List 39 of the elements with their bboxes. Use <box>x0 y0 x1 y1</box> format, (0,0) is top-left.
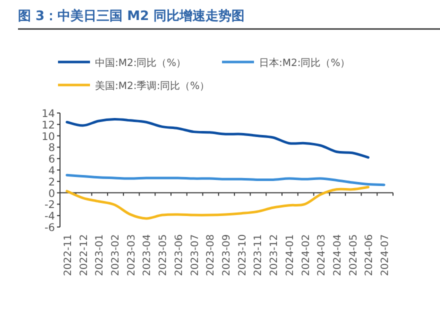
x-tick-label: 2023-05 <box>158 234 170 276</box>
x-tick-label: 2024-05 <box>348 234 360 276</box>
x-tick-label: 2024-01 <box>284 234 296 276</box>
y-tick-label: -6 <box>44 222 56 234</box>
x-tick-label: 2023-07 <box>190 234 201 276</box>
legend-label: 中国:M2:同比（%） <box>95 57 186 69</box>
x-tick-label: 2024-03 <box>316 234 328 276</box>
y-tick-label: 6 <box>48 154 56 166</box>
y-tick-label: 2 <box>48 176 55 188</box>
x-tick-label: 2023-09 <box>222 234 232 276</box>
y-tick-label: 10 <box>42 130 55 143</box>
y-tick-label: 12 <box>42 119 55 132</box>
line-series <box>66 186 370 220</box>
x-tick-label: 2022-11 <box>62 234 74 276</box>
x-tick-label: 2023-11 <box>253 234 264 276</box>
y-tick-label: 14 <box>42 108 56 120</box>
x-tick-label: 2023-02 <box>110 234 122 276</box>
x-tick-label: 2023-06 <box>174 234 185 276</box>
x-tick-label: 2024-07 <box>380 234 392 276</box>
x-tick-label: 2023-01 <box>94 234 106 276</box>
y-tick-label: -2 <box>44 199 55 212</box>
x-tick-label: 2024-02 <box>300 234 312 276</box>
y-tick-label: 8 <box>48 142 55 154</box>
chart-title: 图 3：中美日三国 M2 同比增速走势图 <box>18 8 245 24</box>
y-tick-label: -4 <box>44 210 56 223</box>
x-tick-label: 2022-12 <box>78 234 90 276</box>
x-tick-label: 2023-10 <box>237 234 248 276</box>
x-tick-label: 2024-06 <box>364 234 376 276</box>
line-series <box>66 174 386 186</box>
x-tick-label: 2023-12 <box>269 234 280 276</box>
legend-label: 日本:M2:同比（%） <box>259 57 350 69</box>
x-tick-label: 2023-08 <box>206 234 217 276</box>
legend-label: 美国:M2:季调:同比（%） <box>95 80 210 92</box>
line-series <box>66 118 370 159</box>
x-tick-label: 2023-03 <box>126 234 138 276</box>
y-tick-label: 0 <box>48 188 55 200</box>
x-tick-label: 2024-04 <box>332 234 344 276</box>
x-tick-label: 2023-04 <box>142 234 154 276</box>
y-tick-label: 4 <box>48 165 56 177</box>
